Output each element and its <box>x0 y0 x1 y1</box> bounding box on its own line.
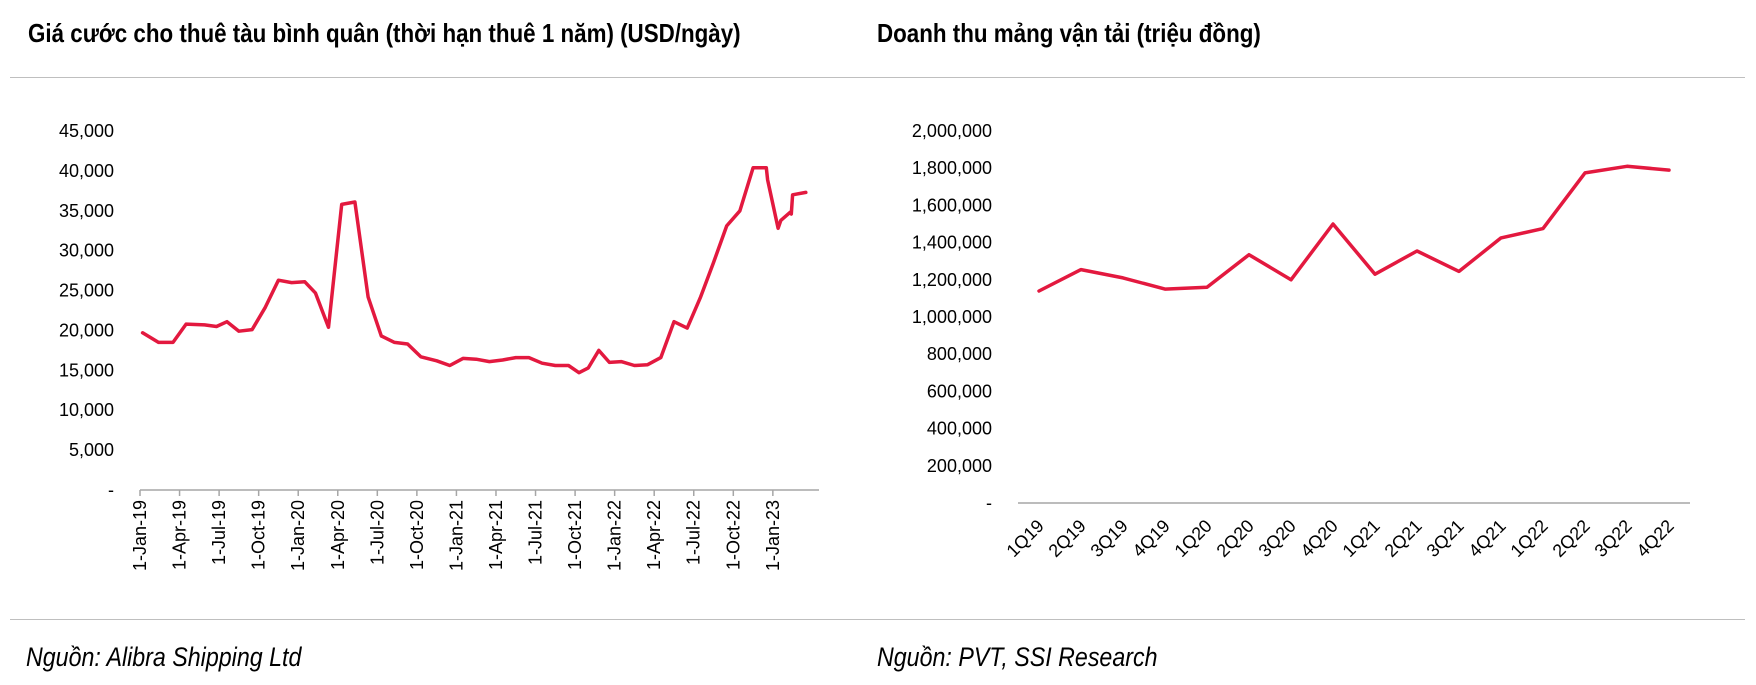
left-chart-title: Giá cước cho thuê tàu bình quân (thời hạ… <box>28 18 741 48</box>
left-y-tick-label: 20,000 <box>59 320 114 340</box>
right-y-tick-label: 1,200,000 <box>912 270 992 290</box>
left-y-tick-label: 25,000 <box>59 281 114 301</box>
left-x-tick-label: 1-Oct-19 <box>249 500 269 570</box>
left-x-tick-label: 1-Apr-19 <box>170 500 190 570</box>
right-x-tick-label: 3Q20 <box>1255 516 1300 561</box>
right-x-tick-label: 2Q20 <box>1213 516 1258 561</box>
left-x-tick-label: 1-Jan-20 <box>288 500 308 571</box>
right-y-tick-label: - <box>986 493 992 513</box>
right-y-tick-label: 1,400,000 <box>912 233 992 253</box>
right-x-tick-label: 4Q21 <box>1465 516 1510 561</box>
left-x-tick-label: 1-Jan-19 <box>130 500 150 571</box>
right-x-tick-label: 3Q21 <box>1423 516 1468 561</box>
left-x-tick-label: 1-Oct-20 <box>407 500 427 570</box>
right-y-tick-label: 800,000 <box>927 344 992 364</box>
left-x-tick-label: 1-Jan-22 <box>605 500 625 571</box>
right-x-tick-label: 3Q19 <box>1087 516 1132 561</box>
right-y-tick-label: 2,000,000 <box>912 121 992 141</box>
right-x-tick-label: 4Q19 <box>1129 516 1174 561</box>
right-y-tick-label: 200,000 <box>927 456 992 476</box>
right-chart-source: Nguồn: PVT, SSI Research <box>877 642 1158 672</box>
left-x-tick-label: 1-Apr-21 <box>486 500 506 570</box>
left-x-tick-label: 1-Jul-20 <box>367 500 387 565</box>
left-y-tick-label: 5,000 <box>69 440 114 460</box>
left-y-tick-label: 45,000 <box>59 121 114 141</box>
left-x-tick-label: 1-Jul-22 <box>684 500 704 565</box>
right-y-tick-label: 1,600,000 <box>912 195 992 215</box>
right-x-tick-label: 2Q21 <box>1381 516 1426 561</box>
bottom-divider <box>10 619 1745 620</box>
right-x-tick-label: 3Q22 <box>1591 516 1636 561</box>
left-x-tick-label: 1-Jan-23 <box>763 500 783 571</box>
left-y-tick-label: - <box>108 480 114 500</box>
right-x-tick-label: 2Q22 <box>1549 516 1594 561</box>
left-series-line <box>140 165 808 375</box>
freight-rate-line-chart: - 5,000 10,000 15,000 20,000 25,000 30,000 35,0… <box>59 121 819 571</box>
right-x-tick-label: 1Q20 <box>1171 516 1216 561</box>
right-x-tick-label: 1Q19 <box>1003 516 1048 561</box>
right-y-tick-label: 1,800,000 <box>912 158 992 178</box>
right-chart-title: Doanh thu mảng vận tải (triệu đồng) <box>877 18 1261 48</box>
left-x-tick-label: 1-Oct-21 <box>565 500 585 570</box>
right-x-tick-label: 1Q22 <box>1507 516 1552 561</box>
left-y-tick-label: 30,000 <box>59 241 114 261</box>
transport-revenue-line-chart: - 200,000 400,000 600,000 800,000 1,000,000 1,… <box>912 121 1690 561</box>
right-y-tick-label: 600,000 <box>927 381 992 401</box>
right-series-line <box>1037 164 1671 293</box>
right-x-tick-label: 1Q21 <box>1339 516 1384 561</box>
right-y-tick-label: 1,000,000 <box>912 307 992 327</box>
right-x-tick-label: 4Q20 <box>1297 516 1342 561</box>
left-x-tick-label: 1-Oct-22 <box>723 500 743 570</box>
right-y-tick-label: 400,000 <box>927 419 992 439</box>
left-x-tick-label: 1-Jan-21 <box>446 500 466 571</box>
left-y-tick-label: 10,000 <box>59 400 114 420</box>
left-chart-source: Nguồn: Alibra Shipping Ltd <box>26 642 302 672</box>
left-x-tick-label: 1-Apr-22 <box>644 500 664 570</box>
right-x-tick-label: 4Q22 <box>1633 516 1678 561</box>
left-x-tick-label: 1-Jul-21 <box>526 500 546 565</box>
right-x-tick-label: 2Q19 <box>1045 516 1090 561</box>
left-y-tick-label: 15,000 <box>59 360 114 380</box>
left-x-tick-label: 1-Apr-20 <box>328 500 348 570</box>
left-y-tick-label: 35,000 <box>59 201 114 221</box>
top-divider <box>10 77 1745 78</box>
left-x-tick-label: 1-Jul-19 <box>209 500 229 565</box>
left-y-tick-label: 40,000 <box>59 161 114 181</box>
